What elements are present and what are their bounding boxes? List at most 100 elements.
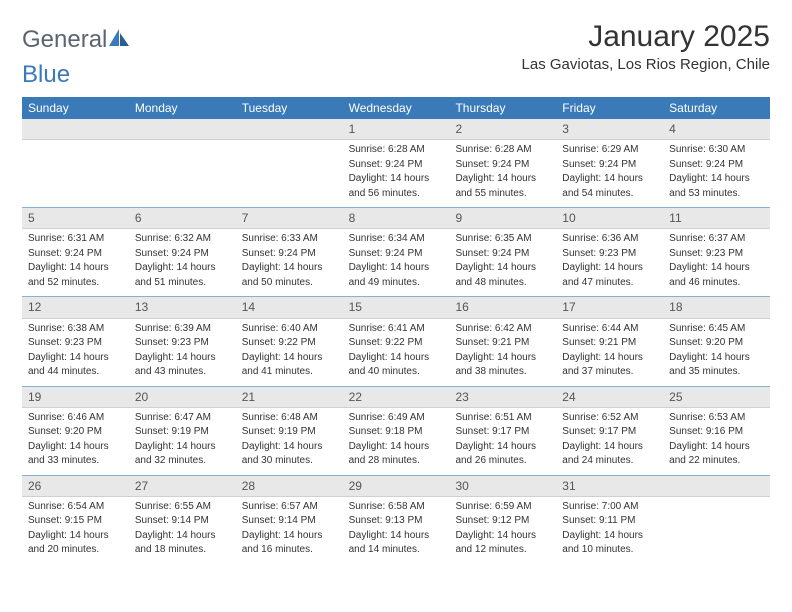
day-body: Sunrise: 6:51 AMSunset: 9:17 PMDaylight:… xyxy=(449,408,556,475)
day-cell: 19Sunrise: 6:46 AMSunset: 9:20 PMDayligh… xyxy=(22,387,129,475)
month-title: January 2025 xyxy=(522,20,770,54)
sunrise-text: Sunrise: 6:47 AM xyxy=(135,411,230,425)
daylight-text: and 20 minutes. xyxy=(28,543,123,557)
daylight-text: and 12 minutes. xyxy=(455,543,550,557)
daylight-text: Daylight: 14 hours xyxy=(135,440,230,454)
day-number: 15 xyxy=(343,297,450,318)
day-cell: 12Sunrise: 6:38 AMSunset: 9:23 PMDayligh… xyxy=(22,297,129,385)
daylight-text: and 24 minutes. xyxy=(562,454,657,468)
day-body: Sunrise: 6:48 AMSunset: 9:19 PMDaylight:… xyxy=(236,408,343,475)
day-body: Sunrise: 6:37 AMSunset: 9:23 PMDaylight:… xyxy=(663,229,770,296)
sunrise-text: Sunrise: 6:35 AM xyxy=(455,232,550,246)
daylight-text: and 18 minutes. xyxy=(135,543,230,557)
day-body: Sunrise: 6:31 AMSunset: 9:24 PMDaylight:… xyxy=(22,229,129,296)
sunset-text: Sunset: 9:21 PM xyxy=(562,336,657,350)
day-number: 12 xyxy=(22,297,129,318)
week-row: 5Sunrise: 6:31 AMSunset: 9:24 PMDaylight… xyxy=(22,208,770,296)
sunset-text: Sunset: 9:22 PM xyxy=(242,336,337,350)
week-row: 12Sunrise: 6:38 AMSunset: 9:23 PMDayligh… xyxy=(22,297,770,385)
daylight-text: and 53 minutes. xyxy=(669,187,764,201)
sunrise-text: Sunrise: 6:30 AM xyxy=(669,143,764,157)
day-number xyxy=(22,119,129,140)
sunrise-text: Sunrise: 6:42 AM xyxy=(455,322,550,336)
day-cell: 15Sunrise: 6:41 AMSunset: 9:22 PMDayligh… xyxy=(343,297,450,385)
sunset-text: Sunset: 9:11 PM xyxy=(562,514,657,528)
sunset-text: Sunset: 9:20 PM xyxy=(28,425,123,439)
sunset-text: Sunset: 9:24 PM xyxy=(28,247,123,261)
day-number: 18 xyxy=(663,297,770,318)
day-number xyxy=(129,119,236,140)
sunrise-text: Sunrise: 6:51 AM xyxy=(455,411,550,425)
daylight-text: and 14 minutes. xyxy=(349,543,444,557)
week-separator xyxy=(22,207,770,208)
day-number: 28 xyxy=(236,476,343,497)
day-number: 21 xyxy=(236,387,343,408)
day-header: Thursday xyxy=(449,97,556,119)
day-body: Sunrise: 6:52 AMSunset: 9:17 PMDaylight:… xyxy=(556,408,663,475)
day-number: 1 xyxy=(343,119,450,140)
sunrise-text: Sunrise: 6:46 AM xyxy=(28,411,123,425)
daylight-text: and 30 minutes. xyxy=(242,454,337,468)
daylight-text: and 22 minutes. xyxy=(669,454,764,468)
daylight-text: Daylight: 14 hours xyxy=(562,261,657,275)
sunset-text: Sunset: 9:23 PM xyxy=(28,336,123,350)
day-cell: 3Sunrise: 6:29 AMSunset: 9:24 PMDaylight… xyxy=(556,119,663,207)
sunrise-text: Sunrise: 6:28 AM xyxy=(455,143,550,157)
day-number: 10 xyxy=(556,208,663,229)
calendar: SundayMondayTuesdayWednesdayThursdayFrid… xyxy=(22,97,770,564)
day-cell xyxy=(236,119,343,207)
day-body: Sunrise: 6:39 AMSunset: 9:23 PMDaylight:… xyxy=(129,319,236,386)
daylight-text: and 33 minutes. xyxy=(28,454,123,468)
day-cell: 29Sunrise: 6:58 AMSunset: 9:13 PMDayligh… xyxy=(343,476,450,564)
daylight-text: Daylight: 14 hours xyxy=(28,529,123,543)
sunset-text: Sunset: 9:13 PM xyxy=(349,514,444,528)
sunrise-text: Sunrise: 6:44 AM xyxy=(562,322,657,336)
day-cell: 30Sunrise: 6:59 AMSunset: 9:12 PMDayligh… xyxy=(449,476,556,564)
title-block: January 2025 Las Gaviotas, Los Rios Regi… xyxy=(522,20,770,77)
day-body: Sunrise: 6:32 AMSunset: 9:24 PMDaylight:… xyxy=(129,229,236,296)
daylight-text: and 51 minutes. xyxy=(135,276,230,290)
day-cell: 18Sunrise: 6:45 AMSunset: 9:20 PMDayligh… xyxy=(663,297,770,385)
sunrise-text: Sunrise: 6:55 AM xyxy=(135,500,230,514)
sunset-text: Sunset: 9:14 PM xyxy=(242,514,337,528)
day-header: Friday xyxy=(556,97,663,119)
day-cell: 24Sunrise: 6:52 AMSunset: 9:17 PMDayligh… xyxy=(556,387,663,475)
daylight-text: Daylight: 14 hours xyxy=(349,529,444,543)
sunrise-text: Sunrise: 6:38 AM xyxy=(28,322,123,336)
sunset-text: Sunset: 9:24 PM xyxy=(669,158,764,172)
daylight-text: and 56 minutes. xyxy=(349,187,444,201)
sunrise-text: Sunrise: 6:52 AM xyxy=(562,411,657,425)
weeks-container: 1Sunrise: 6:28 AMSunset: 9:24 PMDaylight… xyxy=(22,119,770,564)
day-header: Saturday xyxy=(663,97,770,119)
day-body xyxy=(236,140,343,200)
day-number: 7 xyxy=(236,208,343,229)
sunset-text: Sunset: 9:24 PM xyxy=(349,247,444,261)
sunrise-text: Sunrise: 7:00 AM xyxy=(562,500,657,514)
daylight-text: Daylight: 14 hours xyxy=(562,351,657,365)
week-row: 19Sunrise: 6:46 AMSunset: 9:20 PMDayligh… xyxy=(22,387,770,475)
sunset-text: Sunset: 9:23 PM xyxy=(135,336,230,350)
daylight-text: Daylight: 14 hours xyxy=(135,351,230,365)
location-text: Las Gaviotas, Los Rios Region, Chile xyxy=(522,56,770,73)
daylight-text: and 50 minutes. xyxy=(242,276,337,290)
daylight-text: Daylight: 14 hours xyxy=(349,172,444,186)
day-cell: 13Sunrise: 6:39 AMSunset: 9:23 PMDayligh… xyxy=(129,297,236,385)
daylight-text: and 16 minutes. xyxy=(242,543,337,557)
daylight-text: Daylight: 14 hours xyxy=(669,351,764,365)
day-body: Sunrise: 6:36 AMSunset: 9:23 PMDaylight:… xyxy=(556,229,663,296)
daylight-text: Daylight: 14 hours xyxy=(669,172,764,186)
day-cell: 22Sunrise: 6:49 AMSunset: 9:18 PMDayligh… xyxy=(343,387,450,475)
day-number: 5 xyxy=(22,208,129,229)
sunset-text: Sunset: 9:16 PM xyxy=(669,425,764,439)
day-number: 22 xyxy=(343,387,450,408)
day-number: 14 xyxy=(236,297,343,318)
day-number: 8 xyxy=(343,208,450,229)
sunset-text: Sunset: 9:20 PM xyxy=(669,336,764,350)
day-body: Sunrise: 6:53 AMSunset: 9:16 PMDaylight:… xyxy=(663,408,770,475)
day-number: 26 xyxy=(22,476,129,497)
daylight-text: and 44 minutes. xyxy=(28,365,123,379)
day-cell: 5Sunrise: 6:31 AMSunset: 9:24 PMDaylight… xyxy=(22,208,129,296)
day-cell: 28Sunrise: 6:57 AMSunset: 9:14 PMDayligh… xyxy=(236,476,343,564)
day-cell xyxy=(22,119,129,207)
day-number: 31 xyxy=(556,476,663,497)
